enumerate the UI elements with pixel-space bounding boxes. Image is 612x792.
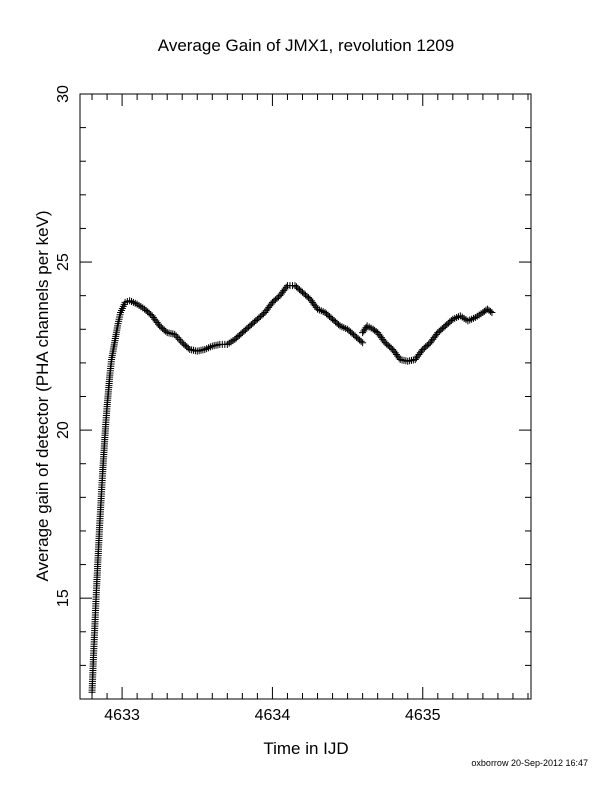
x-tick-label: 4635 <box>405 707 441 724</box>
data-point <box>171 330 179 338</box>
data-point <box>362 324 370 332</box>
chart-title: Average Gain of JMX1, revolution 1209 <box>157 36 455 55</box>
y-tick-label: 30 <box>55 85 72 103</box>
y-tick-label: 20 <box>55 421 72 439</box>
data-point <box>184 344 192 352</box>
plot-frame <box>79 93 532 700</box>
data-point <box>340 324 348 332</box>
footer-credit: oxborrow 20-Sep-2012 16:47 <box>471 758 588 768</box>
data-point <box>317 307 325 315</box>
data-point <box>162 327 170 335</box>
data-point <box>359 339 367 347</box>
data-point <box>174 334 182 342</box>
data-point <box>486 307 494 315</box>
x-tick-label: 4633 <box>104 707 140 724</box>
data-point <box>172 332 180 340</box>
y-tick-label: 25 <box>55 253 72 271</box>
data-point <box>177 337 185 345</box>
x-tick-label: 4634 <box>255 707 291 724</box>
x-axis-label: Time in IJD <box>263 739 349 758</box>
data-point <box>357 337 365 345</box>
data-point <box>488 308 496 316</box>
y-tick-label: 15 <box>55 589 72 607</box>
data-point <box>282 283 290 291</box>
data-point <box>175 335 183 343</box>
